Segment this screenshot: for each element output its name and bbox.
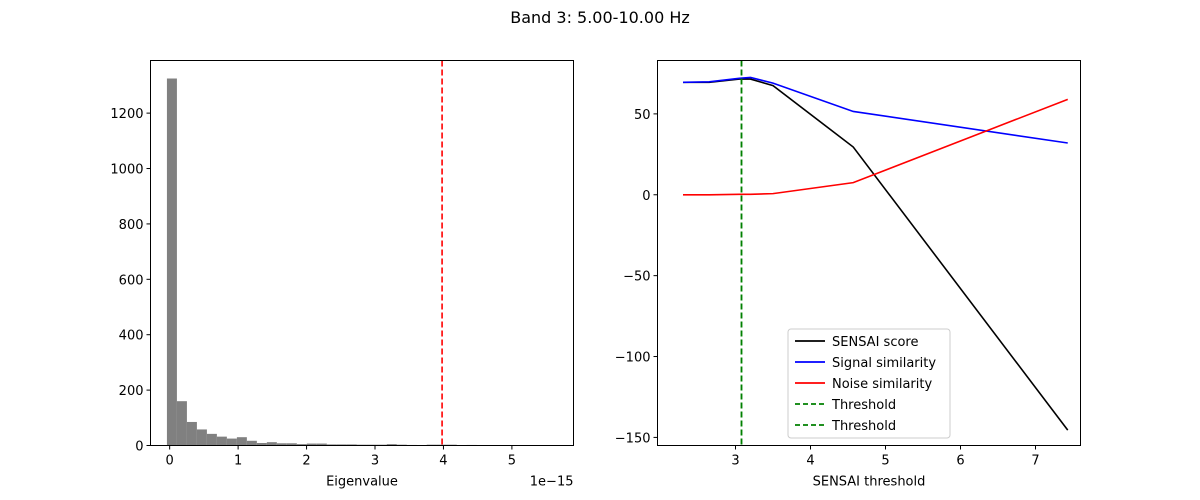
histogram-bar [306, 443, 317, 446]
x-tick-label: 3 [731, 454, 739, 469]
x-axis-label: SENSAI threshold [813, 475, 926, 490]
histogram-bar [196, 429, 207, 446]
legend-label: SENSAI score [832, 335, 918, 350]
histogram-bar [206, 433, 217, 446]
x-tick-label: 2 [302, 454, 310, 469]
histogram-bar [226, 438, 237, 446]
histogram-bar [276, 443, 287, 446]
x-axis-label: Eigenvalue [326, 475, 398, 490]
histogram-bar [386, 444, 397, 446]
histogram-bar [296, 444, 307, 446]
histogram-bar [186, 421, 197, 446]
y-tick-label: 1200 [110, 107, 143, 122]
y-tick-label: 800 [119, 218, 144, 233]
histogram-bar [316, 443, 327, 446]
x-tick-label: 7 [1031, 454, 1039, 469]
y-tick-label: 200 [119, 384, 144, 399]
legend-box [787, 328, 951, 439]
legend-label: Threshold [831, 398, 896, 413]
axes-frame [150, 60, 574, 446]
y-tick-label: 600 [119, 273, 144, 288]
y-tick-label: 0 [642, 189, 650, 204]
legend: SENSAI score Signal similarity Noise simil… [787, 328, 951, 439]
x-tick-label: 4 [806, 454, 814, 469]
y-tick-label: 1000 [110, 163, 143, 178]
histogram-bar [326, 444, 337, 446]
histogram-bar [216, 436, 227, 446]
histogram-bar [346, 444, 357, 446]
y-tick-label: 0 [135, 440, 143, 455]
histogram-bar [336, 444, 347, 446]
histogram-bar [286, 443, 297, 446]
histogram-bar [256, 443, 267, 446]
x-tick-label: 0 [166, 454, 174, 469]
histogram-bar [166, 78, 177, 446]
x-tick-label: 6 [956, 454, 964, 469]
y-tick-label: 400 [119, 329, 144, 344]
y-tick-label: −150 [615, 431, 651, 446]
x-tick-label: 3 [371, 454, 379, 469]
x-tick-label: 1 [234, 454, 242, 469]
legend-label: Signal similarity [832, 356, 936, 371]
sensai-threshold-chart: 3 4 5 6 7 −150 −100 −50 0 50 SENSAI threshold SENSA… [615, 60, 1081, 490]
x-tick-label: 5 [881, 454, 889, 469]
histogram-bar [266, 442, 277, 446]
y-tick-label: −100 [615, 351, 651, 366]
eigenvalue-histogram: 0 1 2 3 4 5 0 200 400 600 800 1000 1200 Eigenvalue 1e−… [110, 60, 574, 490]
histogram-bar [176, 401, 187, 446]
x-offset-text: 1e−15 [530, 475, 574, 490]
legend-label: Threshold [831, 419, 896, 434]
y-tick-label: 50 [634, 108, 651, 123]
figure-title: Band 3: 5.00-10.00 Hz [510, 8, 690, 27]
signal-similarity-line [682, 76, 1068, 144]
legend-label: Noise similarity [832, 377, 932, 392]
noise-similarity-line [683, 98, 1069, 196]
x-tick-label: 5 [508, 454, 516, 469]
x-tick-label: 4 [439, 454, 447, 469]
histogram-bar [236, 437, 247, 446]
axes-frame [657, 60, 1081, 446]
y-tick-label: −50 [623, 270, 650, 285]
histogram-bar [246, 440, 257, 446]
